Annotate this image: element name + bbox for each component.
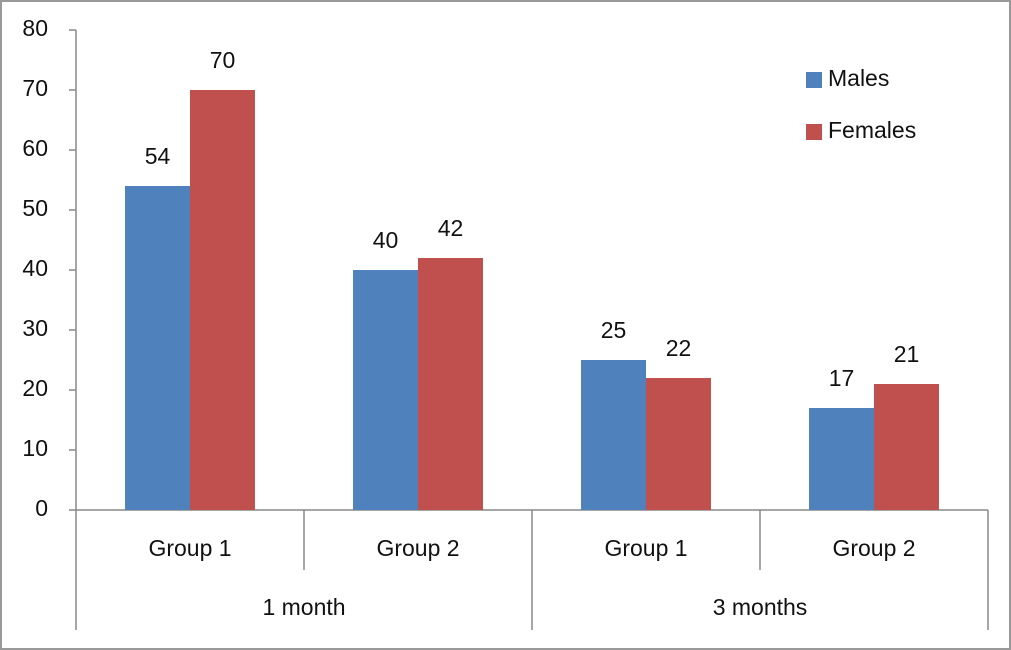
bar <box>646 378 711 510</box>
y-tick-label: 40 <box>22 255 48 281</box>
x-tick-label: Group 1 <box>604 535 687 561</box>
bar <box>418 258 483 510</box>
data-label: 21 <box>894 341 920 367</box>
data-label: 25 <box>601 317 627 343</box>
legend-swatch <box>806 124 822 140</box>
data-label: 70 <box>210 47 236 73</box>
y-tick-label: 60 <box>22 135 48 161</box>
y-tick-label: 50 <box>22 195 48 221</box>
x-tick-label: Group 2 <box>376 535 459 561</box>
y-tick-label: 0 <box>35 495 48 521</box>
legend-swatch <box>806 72 822 88</box>
data-label: 42 <box>438 215 464 241</box>
legend-label: Males <box>828 65 889 91</box>
y-tick-label: 80 <box>22 15 48 41</box>
x-tick-label: Group 1 <box>148 535 231 561</box>
data-label: 17 <box>829 365 855 391</box>
bar <box>190 90 255 510</box>
y-tick-label: 30 <box>22 315 48 341</box>
y-tick-label: 20 <box>22 375 48 401</box>
y-tick-label: 70 <box>22 75 48 101</box>
group-label: 3 months <box>713 594 808 620</box>
bar <box>581 360 646 510</box>
data-label: 40 <box>373 227 399 253</box>
bar <box>125 186 190 510</box>
data-label: 22 <box>666 335 692 361</box>
bar <box>809 408 874 510</box>
bar <box>874 384 939 510</box>
group-label: 1 month <box>262 594 345 620</box>
bar <box>353 270 418 510</box>
y-tick-label: 10 <box>22 435 48 461</box>
legend-label: Females <box>828 117 916 143</box>
x-tick-label: Group 2 <box>832 535 915 561</box>
data-label: 54 <box>145 143 171 169</box>
